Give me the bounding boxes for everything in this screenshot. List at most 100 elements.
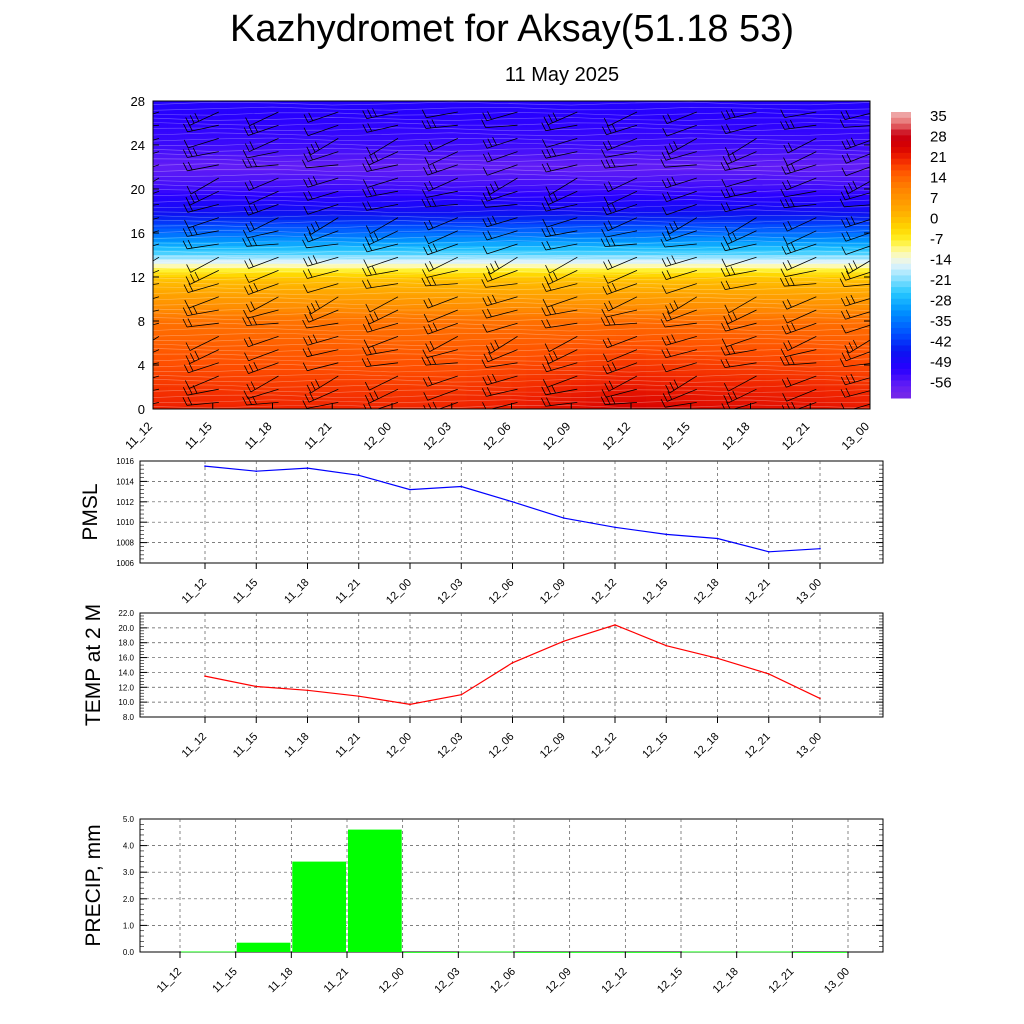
wind-barb (542, 138, 578, 148)
heatmap-cell (735, 250, 752, 256)
heatmap-cell (153, 316, 169, 322)
heatmap-cell (511, 387, 528, 392)
heatmap-cell (616, 343, 632, 348)
wind-barb (661, 255, 697, 267)
heatmap-cell (840, 158, 856, 164)
heatmap-cell (631, 175, 647, 181)
heatmap-cell (840, 369, 856, 375)
heatmap-cell (153, 281, 169, 287)
heatmap-cell (780, 391, 796, 397)
data-point (460, 693, 463, 696)
heatmap-cell (840, 193, 856, 199)
heatmap-cell (780, 369, 796, 375)
wind-barb (153, 336, 160, 341)
heatmap-cell (451, 277, 468, 282)
heatmap-cell (317, 281, 333, 287)
heatmap-cell (392, 351, 408, 357)
heatmap-cell (825, 272, 841, 278)
heatmap-cell (511, 105, 528, 111)
heatmap-cell (795, 338, 811, 344)
contour-line (153, 276, 870, 281)
heatmap-cell (720, 184, 737, 190)
heatmap-cell (645, 193, 662, 199)
heatmap-cell (212, 329, 229, 335)
heatmap-cell (302, 404, 318, 409)
heatmap-cell (511, 277, 528, 282)
heatmap-cell (616, 215, 632, 221)
wind-barb (782, 177, 817, 191)
heatmap-cell (406, 167, 423, 172)
heatmap-cell (840, 404, 856, 409)
heatmap-cell (466, 290, 483, 296)
heatmap-cell (556, 114, 572, 120)
wind-barb (244, 282, 279, 295)
heatmap-cell (601, 184, 617, 190)
heatmap-cell (302, 193, 318, 199)
heatmap-cell (257, 360, 274, 366)
data-point (255, 685, 258, 688)
heatmap-cell (362, 228, 378, 234)
heatmap-cell (347, 224, 363, 230)
heatmap-cell (765, 123, 781, 128)
heatmap-cell (317, 360, 333, 366)
heatmap-cell (511, 404, 528, 409)
heatmap-cell (720, 347, 737, 353)
heatmap-cell (541, 321, 557, 326)
heatmap-cell (377, 189, 393, 194)
heatmap-cell (690, 343, 707, 348)
heatmap-cell (332, 101, 348, 106)
heatmap-cell (825, 153, 841, 159)
heatmap-cell (571, 395, 587, 401)
x-tick-label: 11_21 (333, 731, 363, 761)
heatmap-cell (616, 118, 632, 124)
heatmap-cell (825, 167, 841, 172)
contour-line (153, 168, 870, 173)
heatmap-cell (227, 118, 244, 124)
heatmap-cell (302, 202, 318, 208)
contour-line (153, 358, 870, 363)
heatmap-cell (780, 224, 796, 230)
heatmap-cell (421, 175, 438, 181)
heatmap-cell (720, 360, 737, 366)
heatmap-cell (436, 140, 453, 146)
heatmap-cell (481, 343, 498, 348)
heatmap-cell (227, 105, 244, 111)
heatmap-cell (182, 224, 199, 230)
wind-barb (422, 189, 458, 198)
heatmap-cell (511, 123, 528, 128)
heatmap-cell (735, 211, 752, 216)
wind-barb (660, 399, 697, 408)
heatmap-cell (556, 281, 572, 287)
wind-barb (423, 388, 458, 401)
heatmap-cell (377, 391, 393, 397)
heatmap-cell (287, 123, 303, 128)
x-tick-label: 11_18 (266, 966, 296, 996)
y-tick-label: 20 (131, 182, 145, 197)
heatmap-cell (810, 290, 826, 296)
y-tick-label: 24 (131, 138, 145, 153)
heatmap-cell (496, 369, 513, 375)
heatmap-cell (317, 347, 333, 353)
heatmap-cell (810, 241, 826, 247)
heatmap-cell (855, 118, 870, 124)
heatmap-cell (167, 127, 184, 133)
heatmap-cell (287, 404, 303, 409)
heatmap-cell (153, 373, 169, 379)
heatmap-cell (227, 167, 244, 172)
data-point (768, 551, 770, 553)
heatmap-cell (421, 171, 438, 177)
heatmap-cell (660, 316, 677, 322)
heatmap-cell (825, 281, 841, 287)
heatmap-cell (526, 123, 542, 128)
heatmap-cell (825, 131, 841, 137)
wind-barb (423, 309, 458, 323)
wind-barb (302, 362, 339, 372)
heatmap-cell (631, 307, 647, 313)
wind-barb (244, 270, 279, 283)
heatmap-cell (705, 312, 722, 318)
heatmap-cell (855, 153, 870, 159)
heatmap-cell (825, 202, 841, 208)
heatmap-cell (227, 325, 244, 331)
heatmap-cell (197, 404, 214, 409)
heatmap-cell (436, 356, 453, 362)
